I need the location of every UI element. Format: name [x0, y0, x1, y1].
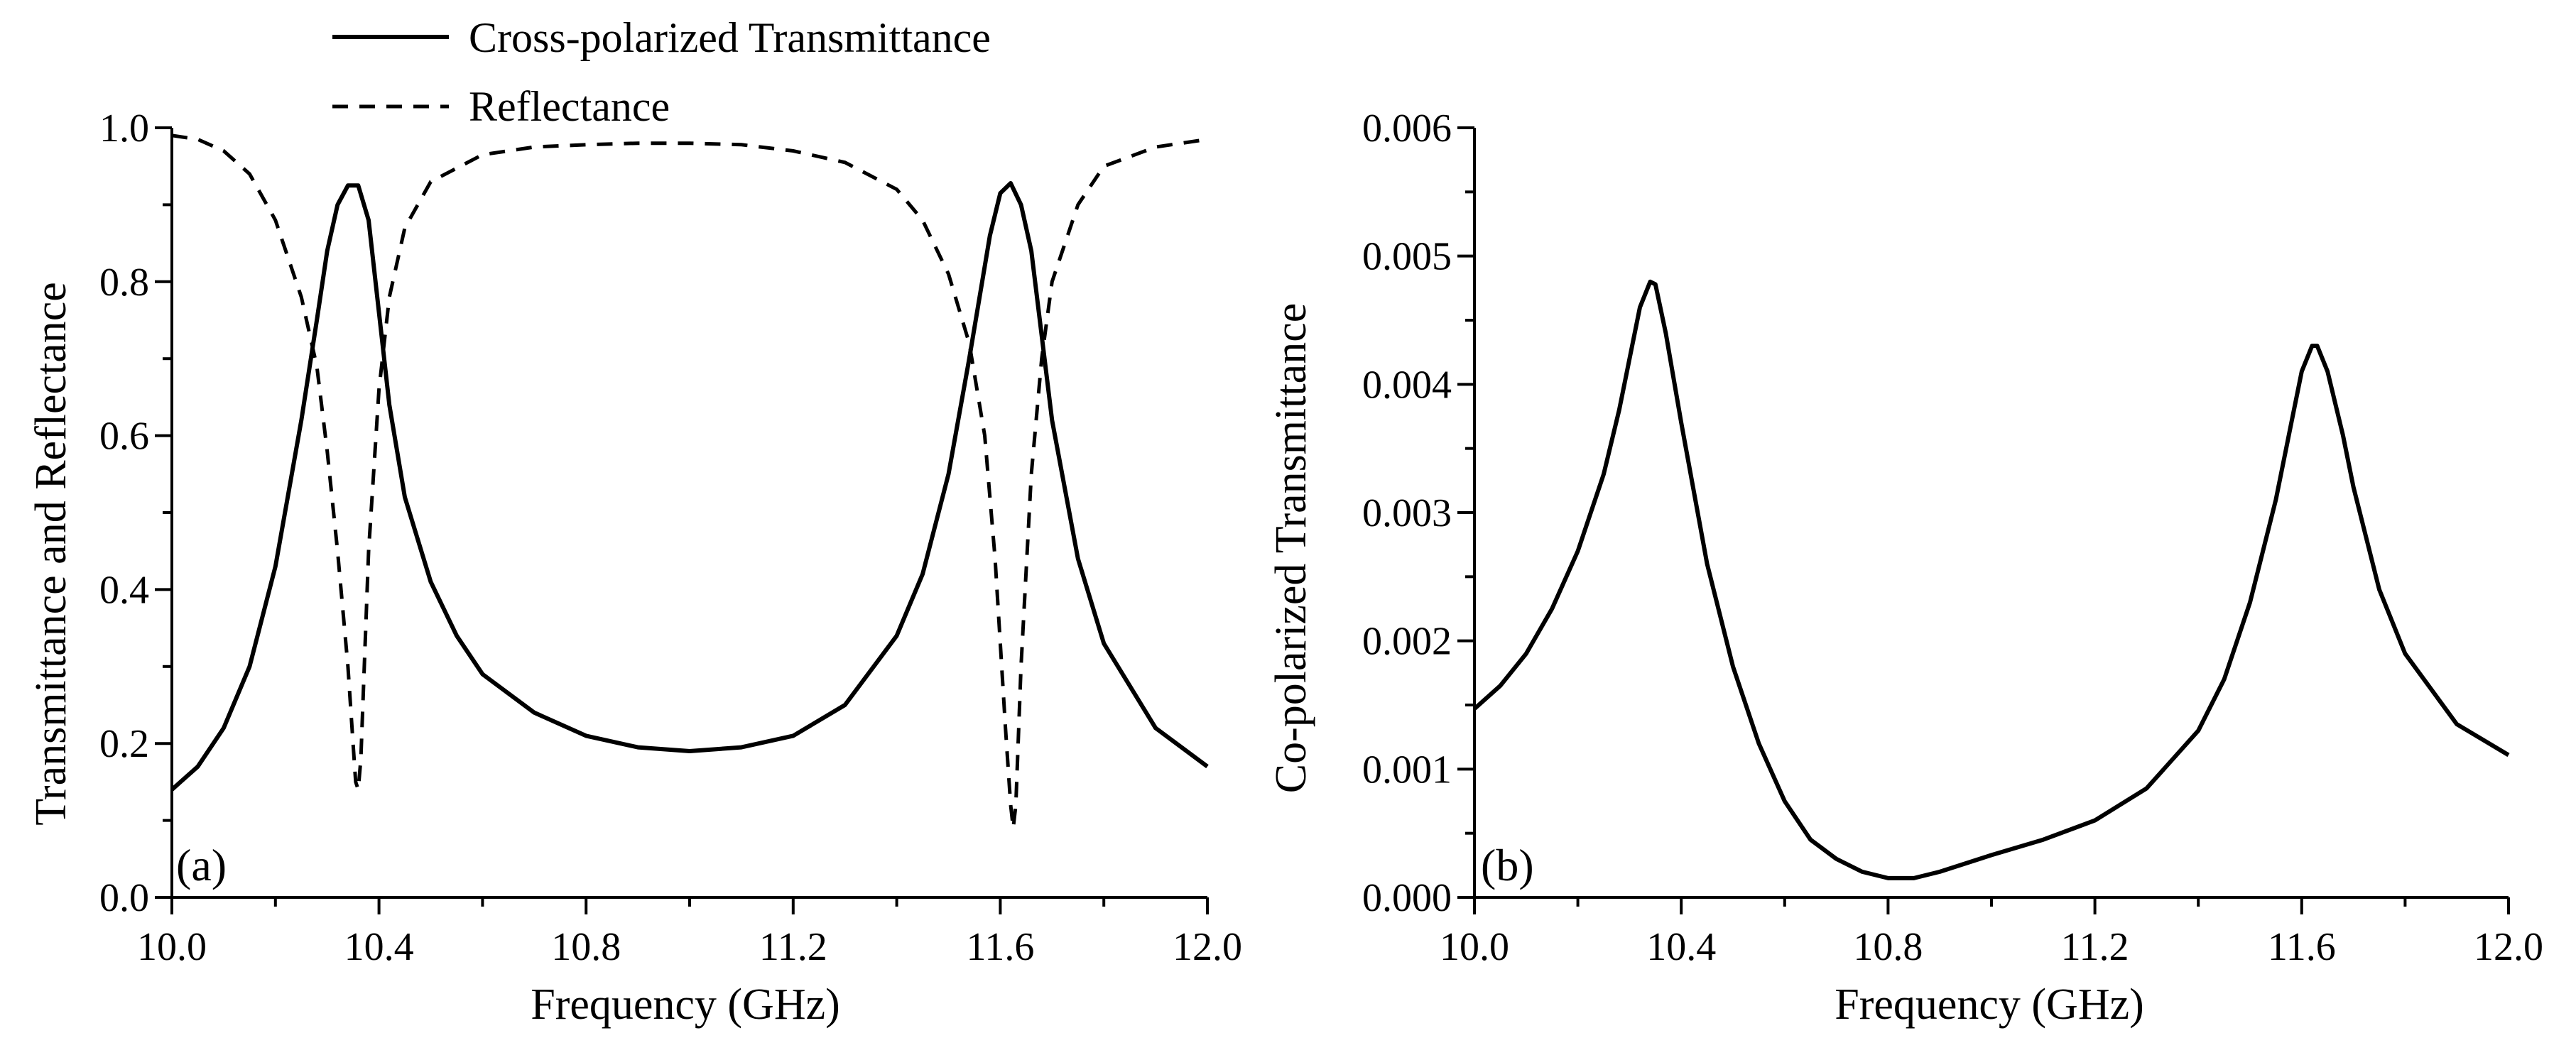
panel-b-x-tick-label: 11.2 — [2061, 925, 2129, 969]
panel-a-series-cross-polarized-transmittance — [170, 181, 1209, 792]
panel-b-x-tick-label: 10.4 — [1646, 925, 1716, 969]
panel-b-y-axis-title: Co-polarized Transmittance — [1267, 303, 1315, 793]
panel-b-x-axis-title: Frequency (GHz) — [1835, 980, 2144, 1029]
panel-a-x-axis-title: Frequency (GHz) — [531, 980, 840, 1029]
panel-a-series-reflectance — [171, 133, 1208, 829]
panel-a-y-tick-label: 0.8 — [99, 261, 149, 305]
panel-a-y-ticks: 0.0 0.2 0.4 0.6 0.8 1.0 — [99, 106, 172, 920]
panel-b-y-tick-label: 0.000 — [1362, 876, 1452, 920]
panel-a-x-tick-label: 10.8 — [551, 925, 621, 969]
panel-a-curves — [170, 133, 1209, 829]
legend: Cross-polarized Transmittance Reflectanc… — [332, 14, 991, 130]
panel-a-y-axis-title: Transmittance and Reflectance — [27, 282, 75, 826]
legend-entry-reflectance: Reflectance — [469, 83, 670, 130]
panel-a-label: (a) — [176, 840, 227, 890]
panel-b-y-tick-label: 0.006 — [1362, 106, 1452, 151]
panel-b-x-tick-label: 11.6 — [2268, 925, 2336, 969]
panel-b-x-ticks: 10.0 10.4 10.8 11.2 11.6 12.0 — [1440, 897, 2543, 969]
panel-a-y-tick-label: 0.0 — [99, 876, 149, 920]
panel-a-x-tick-label: 11.6 — [966, 925, 1034, 969]
panel-b-y-tick-label: 0.004 — [1362, 363, 1452, 407]
panel-b-label: (b) — [1481, 840, 1534, 890]
panel-b-x-tick-label: 10.0 — [1440, 925, 1509, 969]
panel-a-y-tick-label: 0.6 — [99, 415, 149, 459]
panel-a-x-tick-label: 12.0 — [1173, 925, 1242, 969]
panel-a-x-tick-label: 10.0 — [137, 925, 207, 969]
panel-b-y-tick-label: 0.003 — [1362, 491, 1452, 535]
panel-b-chart: 10.0 10.4 10.8 11.2 11.6 12.0 0.000 0.001 0.002… — [1267, 106, 2543, 1029]
panel-b-x-tick-label: 10.8 — [1853, 925, 1923, 969]
panel-a-x-ticks: 10.0 10.4 10.8 11.2 11.6 12.0 — [137, 897, 1242, 969]
panel-a-chart: 10.0 10.4 10.8 11.2 11.6 12.0 0.0 0.2 0.4 0.6 0.8… — [27, 14, 1242, 1029]
panel-b-y-tick-label: 0.002 — [1362, 620, 1452, 664]
panel-b-y-ticks: 0.000 0.001 0.002 0.003 0.004 0.005 0.006 — [1362, 106, 1474, 920]
panel-a-y-tick-label: 1.0 — [99, 106, 149, 151]
panel-b-x-tick-label: 12.0 — [2474, 925, 2543, 969]
panel-a-y-tick-label: 0.2 — [99, 722, 149, 766]
panel-b-y-tick-label: 0.001 — [1362, 748, 1452, 792]
panel-a-x-tick-label: 10.4 — [344, 925, 414, 969]
legend-entry-cross-polarized-transmittance: Cross-polarized Transmittance — [469, 14, 991, 61]
panel-b-y-tick-label: 0.005 — [1362, 235, 1452, 279]
panel-b-curves — [1473, 279, 2510, 880]
panel-a-x-tick-label: 11.2 — [759, 925, 827, 969]
panel-b-series-co-polarized-transmittance — [1473, 279, 2510, 880]
panel-a-y-tick-label: 0.4 — [99, 568, 149, 612]
